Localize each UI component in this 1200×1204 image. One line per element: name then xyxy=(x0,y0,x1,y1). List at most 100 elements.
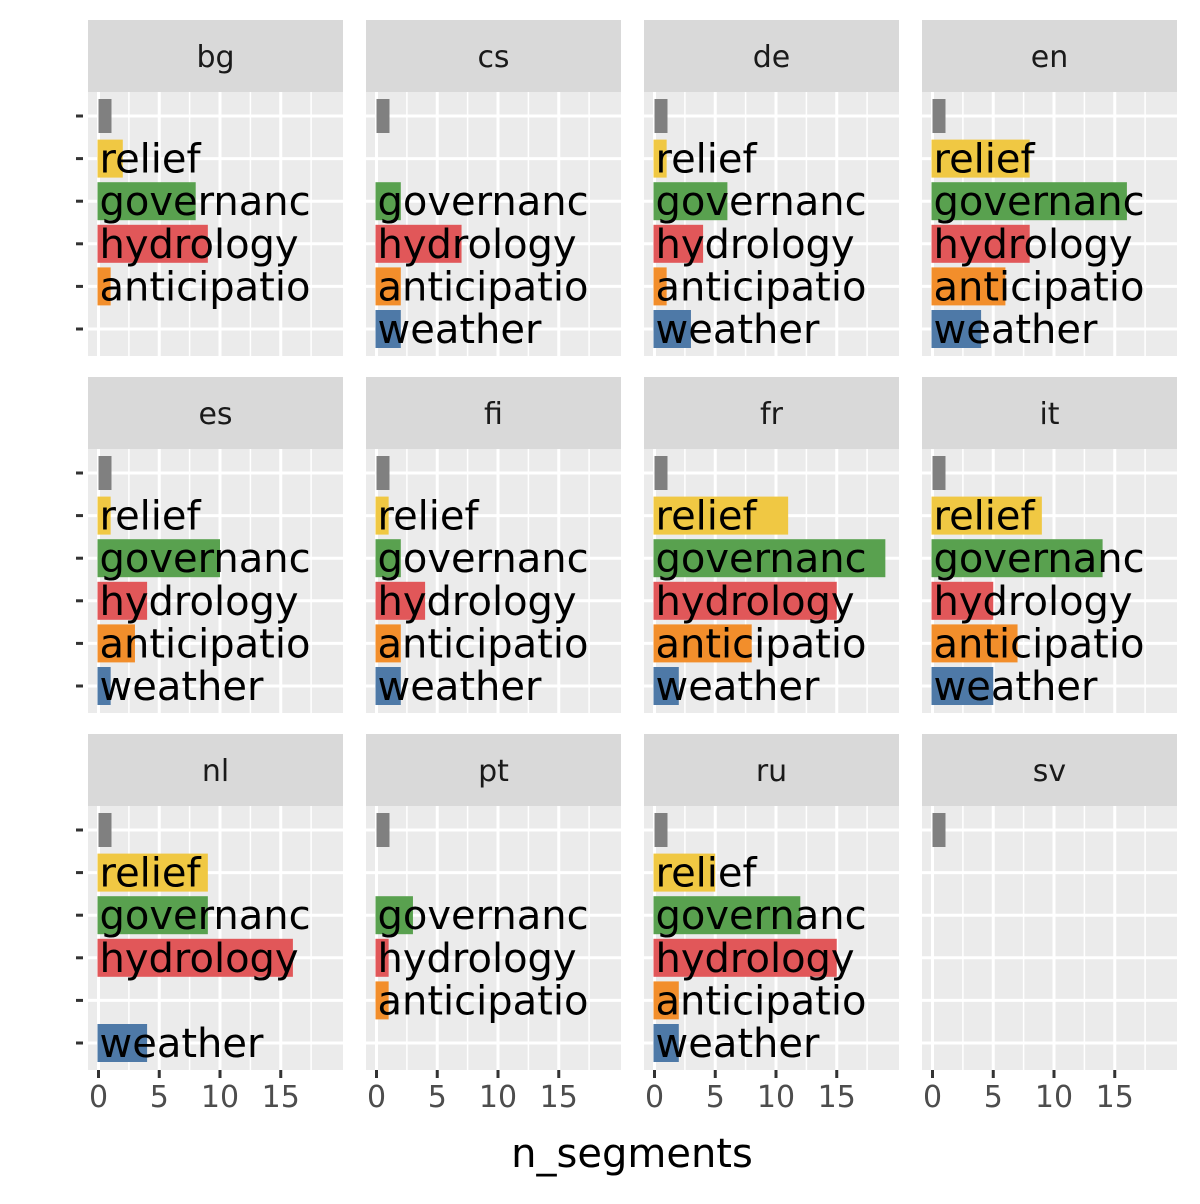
x-tick-label: 10 xyxy=(479,1080,517,1115)
bar-label: hydrology xyxy=(656,222,855,268)
bar-relief xyxy=(375,496,389,535)
panel-background xyxy=(644,806,899,1070)
bar-weather xyxy=(375,667,401,705)
bar-governanc xyxy=(931,539,1103,578)
bar-relief xyxy=(97,853,208,892)
x-tick-label: 5 xyxy=(984,1080,1003,1115)
bar-label: weather xyxy=(100,664,264,710)
x-tick-label: 15 xyxy=(818,1080,856,1115)
bar-weather xyxy=(931,667,994,705)
x-tick-label: 10 xyxy=(1035,1080,1073,1115)
bar-relief xyxy=(653,853,716,892)
bar-hydrology xyxy=(375,581,426,620)
bar-label: governanc xyxy=(934,536,1145,582)
bar-label: weather xyxy=(100,1021,264,1067)
bar-label: weather xyxy=(378,307,542,353)
bar-hydrology xyxy=(653,224,704,263)
facet-strip-label: sv xyxy=(1033,754,1066,789)
facet-fr: fr reliefgovernanchydrologyanticipatiowea… xyxy=(644,377,899,713)
bar-label: governanc xyxy=(100,179,311,225)
facet-de: de reliefgovernanchydrologyanticipatiowea… xyxy=(644,20,899,356)
bar-label: anticipatio xyxy=(656,264,867,310)
bar-blank xyxy=(376,99,390,133)
bar-blank xyxy=(376,813,390,847)
bar-governanc xyxy=(375,896,413,935)
panel-background xyxy=(88,449,343,713)
facet-ru: ru reliefgovernanchydrologyanticipatiowea… xyxy=(644,734,899,1115)
panel-background xyxy=(922,806,1177,1070)
x-tick-label: 5 xyxy=(706,1080,725,1115)
bar-anticipatio xyxy=(97,267,111,306)
bar-label: weather xyxy=(656,307,820,353)
bar-blank xyxy=(98,813,112,847)
bar-label: anticipatio xyxy=(656,978,867,1024)
bar-label: governanc xyxy=(100,536,311,582)
x-tick-label: 0 xyxy=(89,1080,108,1115)
bar-governanc xyxy=(653,539,886,578)
bar-relief xyxy=(97,139,123,178)
bar-label: hydrology xyxy=(100,936,299,982)
x-tick-label: 10 xyxy=(201,1080,239,1115)
facet-strip xyxy=(922,377,1177,449)
bar-relief xyxy=(653,139,667,178)
panel-background xyxy=(88,92,343,356)
bar-label: relief xyxy=(100,494,202,540)
bar-label: governanc xyxy=(378,893,589,939)
x-tick-label: 15 xyxy=(1096,1080,1134,1115)
bar-governanc xyxy=(653,182,728,221)
bar-label: anticipatio xyxy=(100,264,311,310)
bar-hydrology xyxy=(931,581,994,620)
bar-relief xyxy=(931,496,1042,535)
bar-hydrology xyxy=(97,938,293,977)
bar-weather xyxy=(97,1024,148,1062)
bar-anticipatio xyxy=(97,624,135,663)
bar-label: governanc xyxy=(100,893,311,939)
bar-label: anticipatio xyxy=(378,621,589,667)
bar-label: relief xyxy=(100,137,202,183)
facet-strip xyxy=(922,20,1177,92)
bar-label: anticipatio xyxy=(656,621,867,667)
bar-governanc xyxy=(375,539,401,578)
bar-anticipatio xyxy=(931,624,1018,663)
bar-label: hydrology xyxy=(934,579,1133,625)
bar-label: hydrology xyxy=(656,936,855,982)
facet-strip-label: nl xyxy=(202,754,229,789)
facet-strip xyxy=(644,20,899,92)
bar-label: governanc xyxy=(656,893,867,939)
x-tick-label: 0 xyxy=(923,1080,942,1115)
bar-relief xyxy=(653,496,789,535)
bar-label: relief xyxy=(656,494,758,540)
facet-es: es reliefgovernanchydrologyanticipatiowea… xyxy=(76,377,343,713)
bar-anticipatio xyxy=(375,981,389,1020)
bar-anticipatio xyxy=(931,267,1006,306)
bar-label: weather xyxy=(934,307,1098,353)
facet-sv: sv 0 5 10 15 xyxy=(922,734,1177,1115)
x-tick-label: 10 xyxy=(757,1080,795,1115)
bar-blank xyxy=(654,99,668,133)
bar-weather xyxy=(375,310,401,348)
bar-blank xyxy=(932,99,946,133)
x-tick-label: 15 xyxy=(262,1080,300,1115)
bar-governanc xyxy=(97,896,208,935)
bar-label: governanc xyxy=(656,179,867,225)
bar-blank xyxy=(654,813,668,847)
x-axis-title: n_segments xyxy=(511,1131,753,1177)
facet-strip-label: fr xyxy=(760,397,784,432)
bar-weather xyxy=(97,667,111,705)
facet-strip xyxy=(366,377,621,449)
bar-weather xyxy=(653,1024,679,1062)
facet-strip-label: it xyxy=(1039,397,1059,432)
bar-label: weather xyxy=(378,664,542,710)
facet-fi: fi reliefgovernanchydrologyanticipatiowea… xyxy=(366,377,621,713)
facet-strip xyxy=(366,20,621,92)
bar-label: weather xyxy=(656,1021,820,1067)
bar-label: hydrology xyxy=(378,222,577,268)
bar-anticipatio xyxy=(653,981,679,1020)
bar-relief xyxy=(97,496,111,535)
facet-strip xyxy=(366,734,621,806)
facet-strip-label: fi xyxy=(484,397,503,432)
